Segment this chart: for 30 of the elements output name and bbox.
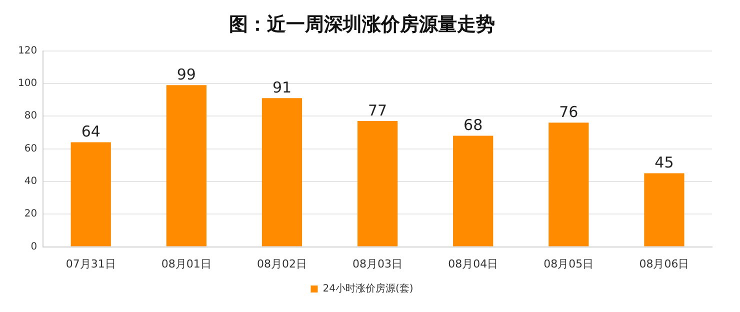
bar [357,121,398,246]
x-tick-label: 08月04日 [448,257,498,270]
data-label: 99 [176,65,196,84]
data-label: 91 [272,78,292,97]
x-tick-label: 08月01日 [161,257,212,270]
bar [548,122,589,246]
data-label: 64 [81,122,100,141]
bar [644,173,684,246]
data-label: 77 [368,101,388,120]
x-tick-label: 08月03日 [352,257,403,270]
y-tick-label: 20 [24,208,38,220]
data-label: 76 [559,103,578,122]
bar [262,98,302,246]
chart-title: 图：近一周深圳涨价房源量走势 [229,13,495,36]
y-tick-label: 0 [30,241,38,252]
bar [70,142,111,246]
y-tick-label: 100 [18,78,38,90]
x-tick-label: 08月06日 [639,257,690,270]
y-tick-label: 120 [18,45,38,56]
bar [166,85,206,246]
y-tick-label: 80 [24,110,38,122]
x-tick-label: 08月05日 [544,257,594,270]
legend-label: 24小时涨价房源(套) [322,282,414,295]
x-tick-label: 07月31日 [66,257,116,270]
bar [453,136,494,246]
y-tick-label: 60 [24,143,38,154]
y-tick-label: 40 [24,176,38,188]
data-label: 68 [464,116,483,134]
data-label: 45 [654,154,674,172]
x-tick-label: 08月02日 [256,257,307,270]
